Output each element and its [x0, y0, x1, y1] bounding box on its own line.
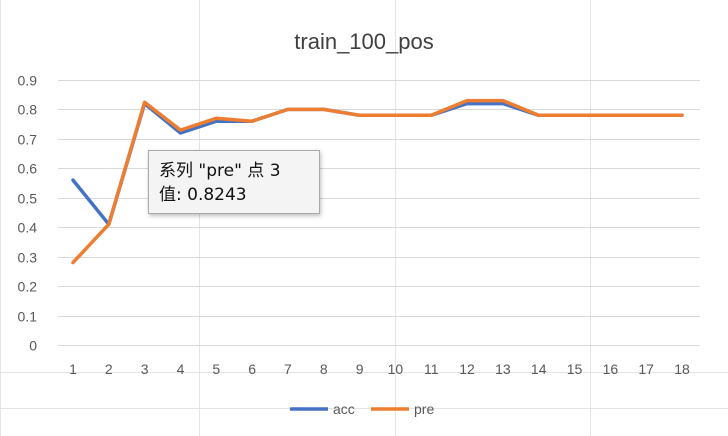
x-tick-label: 8 [320, 361, 328, 377]
x-tick-label: 15 [567, 361, 583, 377]
x-tick-label: 9 [356, 361, 364, 377]
x-tick-label: 12 [459, 361, 475, 377]
y-tick-label: 0.8 [18, 102, 38, 118]
x-tick-label: 4 [177, 361, 185, 377]
legend-label-pre: pre [414, 401, 434, 417]
series-lines [71, 98, 684, 265]
x-tick-label: 3 [141, 361, 149, 377]
legend: acc pre [290, 401, 434, 417]
x-tick-label: 14 [531, 361, 547, 377]
x-tick-label: 18 [674, 361, 690, 377]
y-tick-label: 0.5 [18, 191, 38, 207]
y-tick-label: 0.6 [18, 161, 38, 177]
y-tick-label: 0 [29, 338, 37, 354]
x-tick-label: 7 [284, 361, 292, 377]
x-tick-label: 17 [638, 361, 654, 377]
y-axis-ticks: 0 0.1 0.2 0.3 0.4 0.5 0.6 0.7 0.8 0.9 [18, 73, 38, 354]
y-tick-label: 0.7 [18, 132, 38, 148]
legend-label-acc: acc [333, 401, 355, 417]
x-tick-label: 6 [248, 361, 256, 377]
tooltip-series-point: 系列 "pre" 点 3 [159, 161, 281, 181]
x-tick-label: 2 [105, 361, 113, 377]
series-line-pre[interactable] [71, 98, 684, 265]
y-tick-label: 0.2 [18, 279, 38, 295]
x-tick-label: 11 [424, 361, 439, 377]
y-tick-label: 0.3 [18, 250, 38, 266]
x-tick-label: 13 [495, 361, 511, 377]
x-tick-label: 1 [69, 361, 77, 377]
x-tick-label: 5 [212, 361, 220, 377]
chart-title: train_100_pos [294, 29, 433, 54]
y-tick-label: 0.1 [18, 309, 38, 325]
tooltip-value: 值: 0.8243 [159, 185, 247, 205]
data-tooltip: 系列 "pre" 点 3 值: 0.8243 [148, 150, 320, 214]
y-tick-label: 0.9 [18, 73, 38, 89]
y-tick-label: 0.4 [18, 220, 38, 236]
x-axis-ticks: 1 2 3 4 5 6 7 8 9 10 11 12 13 14 15 16 17 18 [69, 361, 690, 377]
x-tick-label: 10 [388, 361, 404, 377]
x-tick-label: 16 [603, 361, 619, 377]
